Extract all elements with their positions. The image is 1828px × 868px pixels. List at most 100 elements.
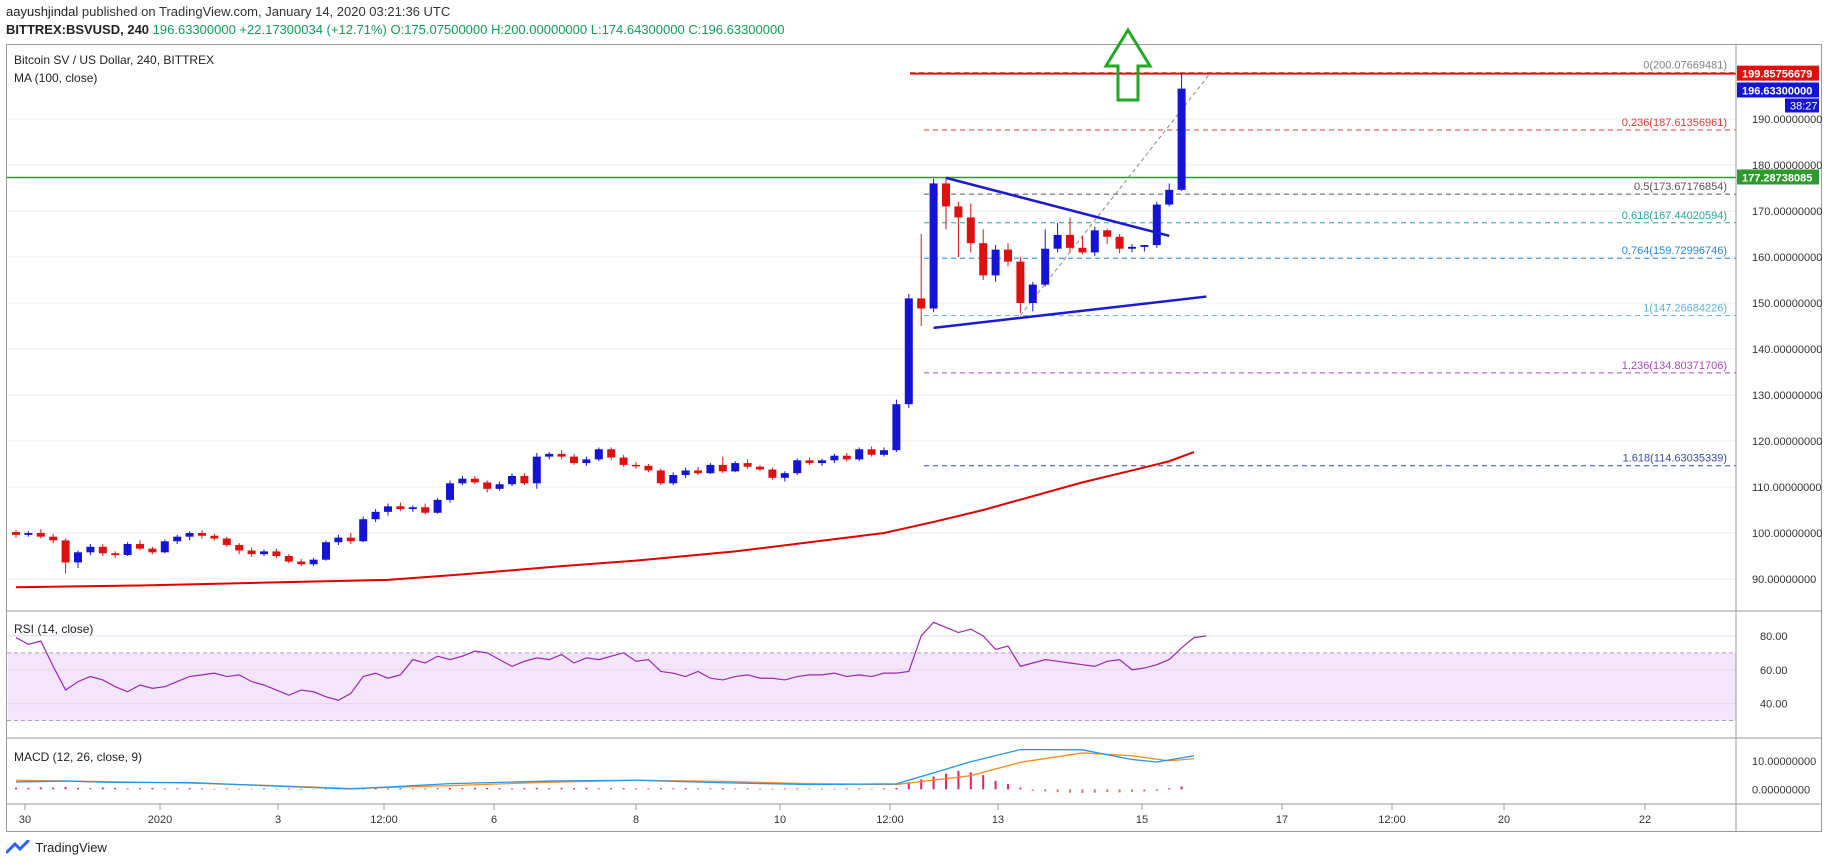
resistance-price-badge: 177.28738085 (1742, 172, 1812, 184)
candle-body (136, 544, 144, 549)
candle-body (904, 298, 913, 405)
candle-body (36, 533, 45, 537)
candle-body (384, 506, 392, 512)
publisher-name[interactable]: aayushjindal (6, 4, 79, 19)
rsi-band (8, 652, 1736, 721)
candle-body (1078, 247, 1087, 253)
rsi-tick-label: 40.00 (1760, 699, 1788, 711)
macd-tick-label: 0.00000000 (1752, 784, 1810, 796)
candle-body (570, 456, 578, 464)
candle-body (954, 206, 963, 218)
candle-body (582, 459, 591, 464)
candle-body (247, 550, 256, 555)
candle-body (123, 544, 132, 556)
y-tick-label: 110.00000000 (1752, 482, 1822, 494)
candle-body (619, 457, 628, 465)
fib-level-label: 1.236(134.80371706) (1622, 360, 1727, 372)
candle-body (520, 475, 529, 484)
candle-body (495, 484, 504, 489)
axes: 90.00000000100.00000000110.00000000120.0… (7, 45, 1822, 831)
ma-line (15, 451, 1195, 589)
y-tick-label: 100.00000000 (1752, 528, 1822, 540)
candle-body (508, 475, 516, 485)
candle-body (111, 553, 120, 556)
candle-body (607, 449, 616, 458)
candle-body (1016, 261, 1025, 303)
countdown-badge: 38:27 (1790, 100, 1818, 112)
candle-body (929, 183, 938, 309)
candle-body (1165, 189, 1174, 205)
chart-frame (6, 44, 1822, 832)
candle-body (681, 470, 690, 476)
candle-body (632, 464, 640, 467)
candle-body (86, 546, 95, 553)
x-tick-label: 13 (992, 814, 1004, 826)
last-price-badge: 196.63300000 (1742, 85, 1812, 97)
fib-level-label: 0.5(173.67176854) (1634, 181, 1727, 193)
y-tick-label: 160.00000000 (1752, 252, 1822, 264)
candle-body (160, 541, 169, 553)
candle-body (979, 243, 988, 276)
candle-body (408, 507, 417, 510)
x-tick-label: 12:00 (1378, 814, 1406, 826)
fib-level-label: 1.618(114.63035339) (1623, 453, 1727, 465)
y-tick-label: 180.00000000 (1752, 160, 1822, 172)
high-price-badge: 199.85756679 (1742, 69, 1812, 81)
candle-body (483, 482, 492, 489)
triangle-trendline (945, 176, 1170, 238)
macd-label: MACD (12, 26, close, 9) (14, 750, 142, 764)
x-tick-label: 20 (1498, 814, 1510, 826)
candle-body (198, 533, 206, 536)
candle-body (1140, 245, 1149, 247)
candle-body (61, 540, 70, 563)
rsi-pane (7, 621, 1736, 722)
fib-level-label: 1(147.26684226) (1643, 303, 1727, 315)
candle-body (1041, 248, 1050, 285)
candle-body (557, 453, 566, 457)
candle-body (545, 453, 554, 457)
candle-body (24, 533, 33, 535)
symbol-info: BITTREX:BSVUSD, 240 196.63300000 +22.173… (6, 22, 784, 37)
macd-tick-label: 10.00000000 (1752, 756, 1816, 768)
candle-body (656, 470, 665, 484)
x-tick-label: 17 (1276, 814, 1288, 826)
candle-body (830, 455, 839, 461)
candle-body (1004, 249, 1012, 262)
candle-body (421, 507, 430, 513)
x-tick-label: 3 (275, 814, 281, 826)
x-tick-label: 30 (19, 814, 31, 826)
candle-body (917, 298, 926, 309)
candle-body (98, 546, 107, 554)
candle-body (371, 511, 380, 520)
price-pane: 0(200.07669481) 0.236(187.61356961) 0.5(17… (7, 27, 1736, 589)
x-tick-label: 12:00 (370, 814, 398, 826)
candle-body (272, 551, 281, 556)
candle-body (322, 542, 330, 560)
candle-body (334, 537, 343, 543)
rsi-tick-label: 80.00 (1760, 631, 1788, 643)
candle-body (1090, 230, 1099, 253)
candle-body (780, 473, 789, 478)
candle-body (842, 455, 851, 460)
countdown-badge-bg (1785, 98, 1819, 113)
candle-body (210, 535, 219, 539)
fib-level-label: 0.764(159.72996746) (1622, 245, 1727, 257)
candle-body (532, 456, 541, 484)
candle-body (284, 556, 293, 562)
candle-body (756, 466, 764, 470)
macd-line (15, 748, 1195, 790)
candle-body (818, 460, 826, 464)
candle-body (855, 449, 864, 460)
candle-body (867, 449, 876, 455)
resistance-price-badge-bg (1737, 169, 1819, 185)
candle-body (966, 217, 975, 244)
candle-body (1103, 230, 1112, 237)
candle-body (49, 536, 58, 541)
x-tick-label: 15 (1136, 814, 1148, 826)
candle-body (991, 249, 1000, 276)
candle-body (805, 460, 814, 464)
candle-body (470, 478, 479, 483)
x-tick-label: 10 (774, 814, 786, 826)
candle-body (433, 499, 442, 513)
